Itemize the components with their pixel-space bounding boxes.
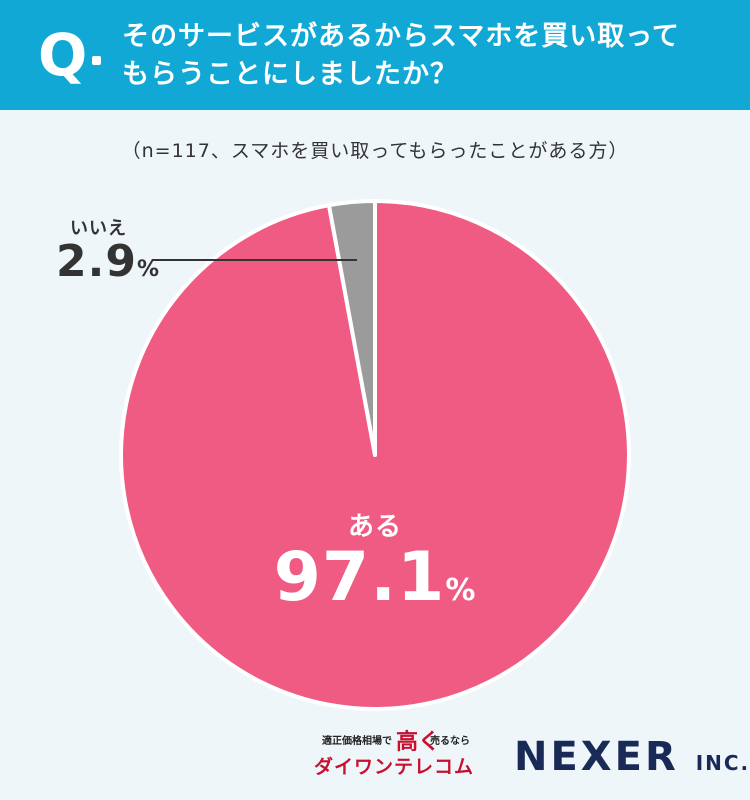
sample-note: （n=117、スマホを買い取ってもらったことがある方） xyxy=(121,140,629,162)
nexer-logo-suffix: INC. xyxy=(695,751,750,775)
question-header: Q そのサービスがあるからスマホを買い取って もらうことにしましたか？ xyxy=(0,0,750,110)
slice-value-yes-number: 97.1 xyxy=(273,538,446,617)
slice-value-no-number: 2.9 xyxy=(56,236,137,287)
question-line-1: そのサービスがあるからスマホを買い取って xyxy=(122,21,680,52)
question-line-2: もらうことにしましたか？ xyxy=(122,59,458,90)
slice-value-yes-unit: % xyxy=(445,573,477,608)
nexer-logo: NEXER INC. xyxy=(514,734,750,780)
slice-label-yes: ある xyxy=(347,512,402,542)
slice-label-no: いいえ xyxy=(70,218,127,239)
nexer-logo-main: NEXER xyxy=(514,734,679,780)
logo1-brand: ダイワンテレコム xyxy=(314,756,475,778)
q-mark: Q xyxy=(38,21,88,89)
slice-value-yes: 97.1% xyxy=(0,538,750,617)
slice-value-no: 2.9% xyxy=(56,236,160,287)
q-dot-icon xyxy=(92,56,101,65)
logo1-suffix: 売るなら xyxy=(430,736,470,747)
slice-value-no-unit: % xyxy=(136,257,160,282)
logo1-accent: 高く xyxy=(396,729,441,755)
pie-slice-no xyxy=(326,199,377,457)
logo1-prefix: 適正価格相場で xyxy=(322,736,392,747)
question-text: そのサービスがあるからスマホを買い取って もらうことにしましたか？ xyxy=(122,18,732,94)
daiwan-telecom-logo: 適正価格相場で 高く 売るなら ダイワンテレコム xyxy=(312,724,492,780)
